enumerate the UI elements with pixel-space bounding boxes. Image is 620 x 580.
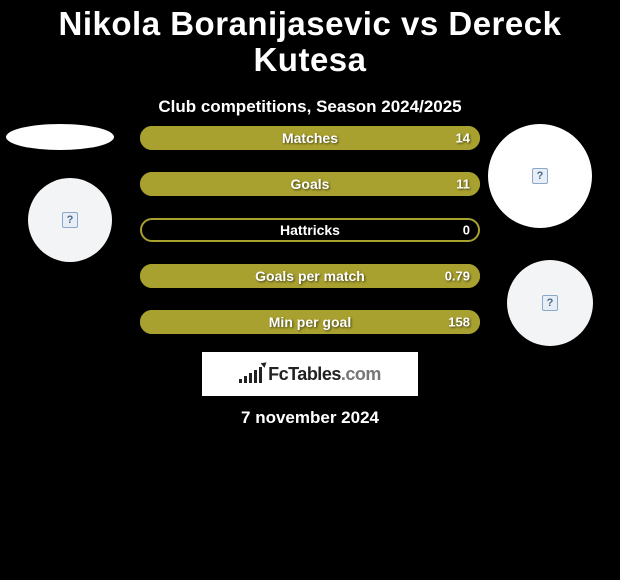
- page-title: Nikola Boranijasevic vs Dereck Kutesa: [0, 0, 620, 79]
- stat-label: Min per goal: [269, 314, 351, 330]
- brand-name: FcTables: [268, 364, 341, 384]
- placeholder-icon: ?: [532, 168, 548, 184]
- player-bubble: ?: [488, 124, 592, 228]
- stat-value-right: 14: [456, 131, 470, 146]
- brand-bar: [239, 379, 242, 383]
- brand-text: FcTables.com: [268, 364, 381, 385]
- player-bubble: ?: [28, 178, 112, 262]
- brand-bars-icon: [239, 365, 264, 383]
- brand-bar: [249, 373, 252, 383]
- stat-row: Hattricks 0: [140, 218, 480, 242]
- brand-bar: [259, 367, 262, 383]
- brand-bar: [254, 370, 257, 383]
- placeholder-icon: ?: [62, 212, 78, 228]
- brand-suffix: .com: [341, 364, 381, 384]
- stat-value-right: 158: [448, 315, 470, 330]
- stat-value-right: 0: [463, 223, 470, 238]
- stat-row: Goals per match 0.79: [140, 264, 480, 288]
- placeholder-icon: ?: [542, 295, 558, 311]
- stats-container: Matches 14 Goals 11 Hattricks 0 Goals per matc…: [140, 126, 480, 356]
- brand-bar: [244, 376, 247, 383]
- stat-label: Matches: [282, 130, 338, 146]
- date-line: 7 november 2024: [0, 408, 620, 428]
- stat-row: Goals 11: [140, 172, 480, 196]
- brand-box: FcTables.com: [202, 352, 418, 396]
- stat-value-right: 0.79: [445, 269, 470, 284]
- brand-inner: FcTables.com: [239, 364, 381, 385]
- stat-value-right: 11: [456, 177, 470, 192]
- stat-label: Goals per match: [255, 268, 365, 284]
- stat-row: Min per goal 158: [140, 310, 480, 334]
- player-bubble: ?: [507, 260, 593, 346]
- stat-label: Goals: [291, 176, 330, 192]
- stat-row: Matches 14: [140, 126, 480, 150]
- player-bubble: [6, 124, 114, 150]
- stat-label: Hattricks: [280, 222, 340, 238]
- page-subtitle: Club competitions, Season 2024/2025: [0, 97, 620, 117]
